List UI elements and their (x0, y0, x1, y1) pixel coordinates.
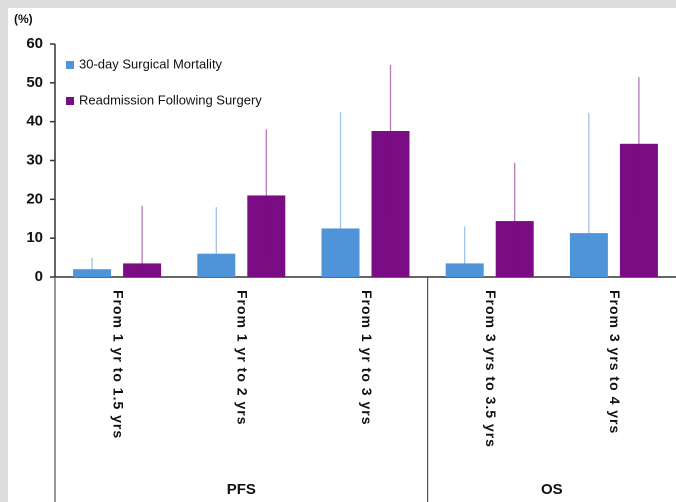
y-tick-label: 0 (35, 268, 43, 285)
x-tick-label: From 1 yr to 3 yrs (359, 290, 375, 426)
x-tick-label: From 3 yrs to 4 yrs (607, 290, 623, 434)
y-tick-label: 20 (26, 190, 43, 207)
legend-swatch (66, 97, 74, 105)
group-label: OS (541, 481, 563, 498)
x-tick-label: From 1 yr to 1.5 yrs (110, 290, 126, 439)
x-tick-label: From 3 yrs to 3.5 yrs (483, 290, 499, 448)
legend-label: 30-day Surgical Mortality (79, 56, 223, 71)
y-tick-label: 30 (26, 151, 43, 168)
legend-swatch (66, 61, 74, 69)
y-axis-label: (%) (14, 12, 33, 26)
y-tick-label: 50 (26, 74, 43, 91)
y-tick-label: 10 (26, 229, 43, 246)
x-tick-label: From 1 yr to 2 yrs (235, 290, 251, 426)
legend-label: Readmission Following Surgery (79, 92, 262, 107)
y-tick-label: 60 (26, 35, 43, 52)
y-tick-label: 40 (26, 113, 43, 130)
group-label: PFS (227, 481, 256, 498)
